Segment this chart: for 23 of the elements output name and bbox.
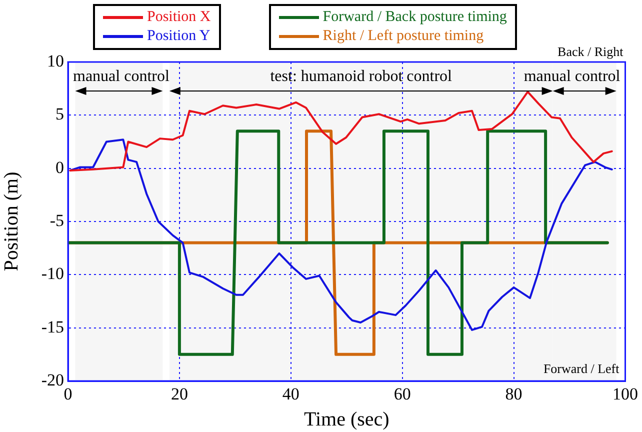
y-tick-label: 10 <box>47 51 64 70</box>
x-tick-label: 60 <box>394 384 411 404</box>
y-tick-label: -15 <box>41 317 64 336</box>
text: Back / Right <box>558 44 624 59</box>
x-axis-title: Time (sec) <box>304 408 390 430</box>
band-label: test: humanoid robot control <box>270 68 453 85</box>
y-tick-label: -5 <box>50 210 64 230</box>
annotation: Forward / Left <box>543 361 620 376</box>
legend-label: Forward / Back posture timing <box>322 8 507 27</box>
x-tick-label: 40 <box>282 384 300 404</box>
y-tick-label: -20 <box>41 370 64 390</box>
legend-label: Position Y <box>147 27 210 46</box>
band-label: manual control <box>524 68 621 85</box>
band-label: manual control <box>72 68 170 85</box>
y-tick-label: 0 <box>56 158 64 177</box>
y-tick-label: 5 <box>56 104 64 124</box>
x-tick-label: 100 <box>612 384 638 404</box>
x-tick-label: 80 <box>505 384 522 404</box>
legend-label: Right / Left posture timing <box>322 27 484 46</box>
y-tick-label: -10 <box>41 264 64 284</box>
legend-label: Position X <box>147 8 211 27</box>
x-tick-label: 20 <box>170 384 188 404</box>
y-axis-title: Position (m) <box>0 172 22 272</box>
